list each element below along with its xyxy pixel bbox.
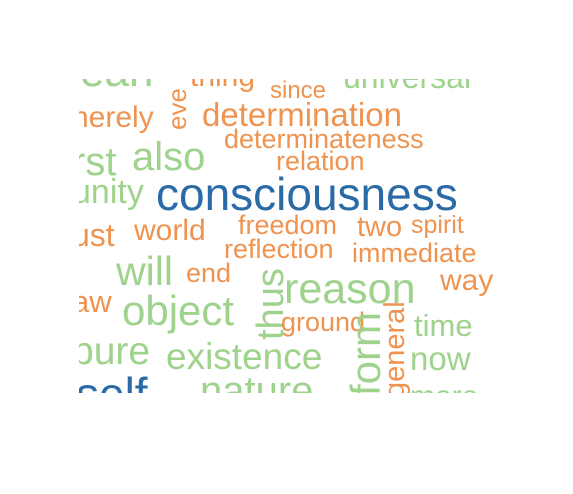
word-ust: ust bbox=[72, 217, 115, 253]
word-thus: thus bbox=[250, 268, 292, 340]
word-determination: determination bbox=[202, 96, 402, 133]
word-self: self bbox=[76, 368, 148, 420]
word-mere: mere bbox=[410, 380, 478, 413]
word-unity: unity bbox=[72, 173, 144, 211]
word-universal: universal bbox=[343, 59, 471, 95]
word-reflection: reflection bbox=[224, 234, 334, 264]
word-reason: reason bbox=[284, 265, 415, 313]
word-general: general bbox=[379, 301, 411, 398]
word-world: world bbox=[133, 214, 206, 247]
word-pure: pure bbox=[72, 330, 150, 373]
word-since: since bbox=[270, 77, 326, 104]
word-ean: ean bbox=[80, 47, 153, 96]
word-consciousness: consciousness bbox=[156, 168, 458, 220]
word-eve: eve bbox=[162, 88, 192, 130]
word-two: two bbox=[357, 211, 402, 243]
word-form: form bbox=[342, 312, 389, 396]
word-cloud-area: ean eve thing since universal nerely det… bbox=[72, 47, 493, 420]
word-immediate: immediate bbox=[352, 238, 477, 268]
word-will: will bbox=[115, 248, 173, 294]
word-time: time bbox=[414, 308, 473, 343]
word-ground: ground bbox=[281, 307, 365, 337]
word-aw: aw bbox=[72, 284, 112, 319]
word-object: object bbox=[122, 287, 234, 334]
word-nature: nature bbox=[200, 369, 313, 413]
word-spirit: spirit bbox=[411, 211, 464, 239]
word-end: end bbox=[186, 258, 231, 288]
word-now: now bbox=[410, 340, 471, 377]
word-also: also bbox=[132, 135, 205, 179]
word-way: way bbox=[439, 264, 493, 297]
word-nerely: nerely bbox=[72, 101, 154, 134]
word-determinateness: determinateness bbox=[224, 124, 424, 154]
word-relation: relation bbox=[276, 146, 365, 176]
word-freedom: freedom bbox=[238, 210, 337, 240]
word-existence: existence bbox=[166, 336, 322, 377]
word-thing: thing bbox=[190, 60, 255, 93]
word-rst: rst bbox=[72, 140, 116, 184]
